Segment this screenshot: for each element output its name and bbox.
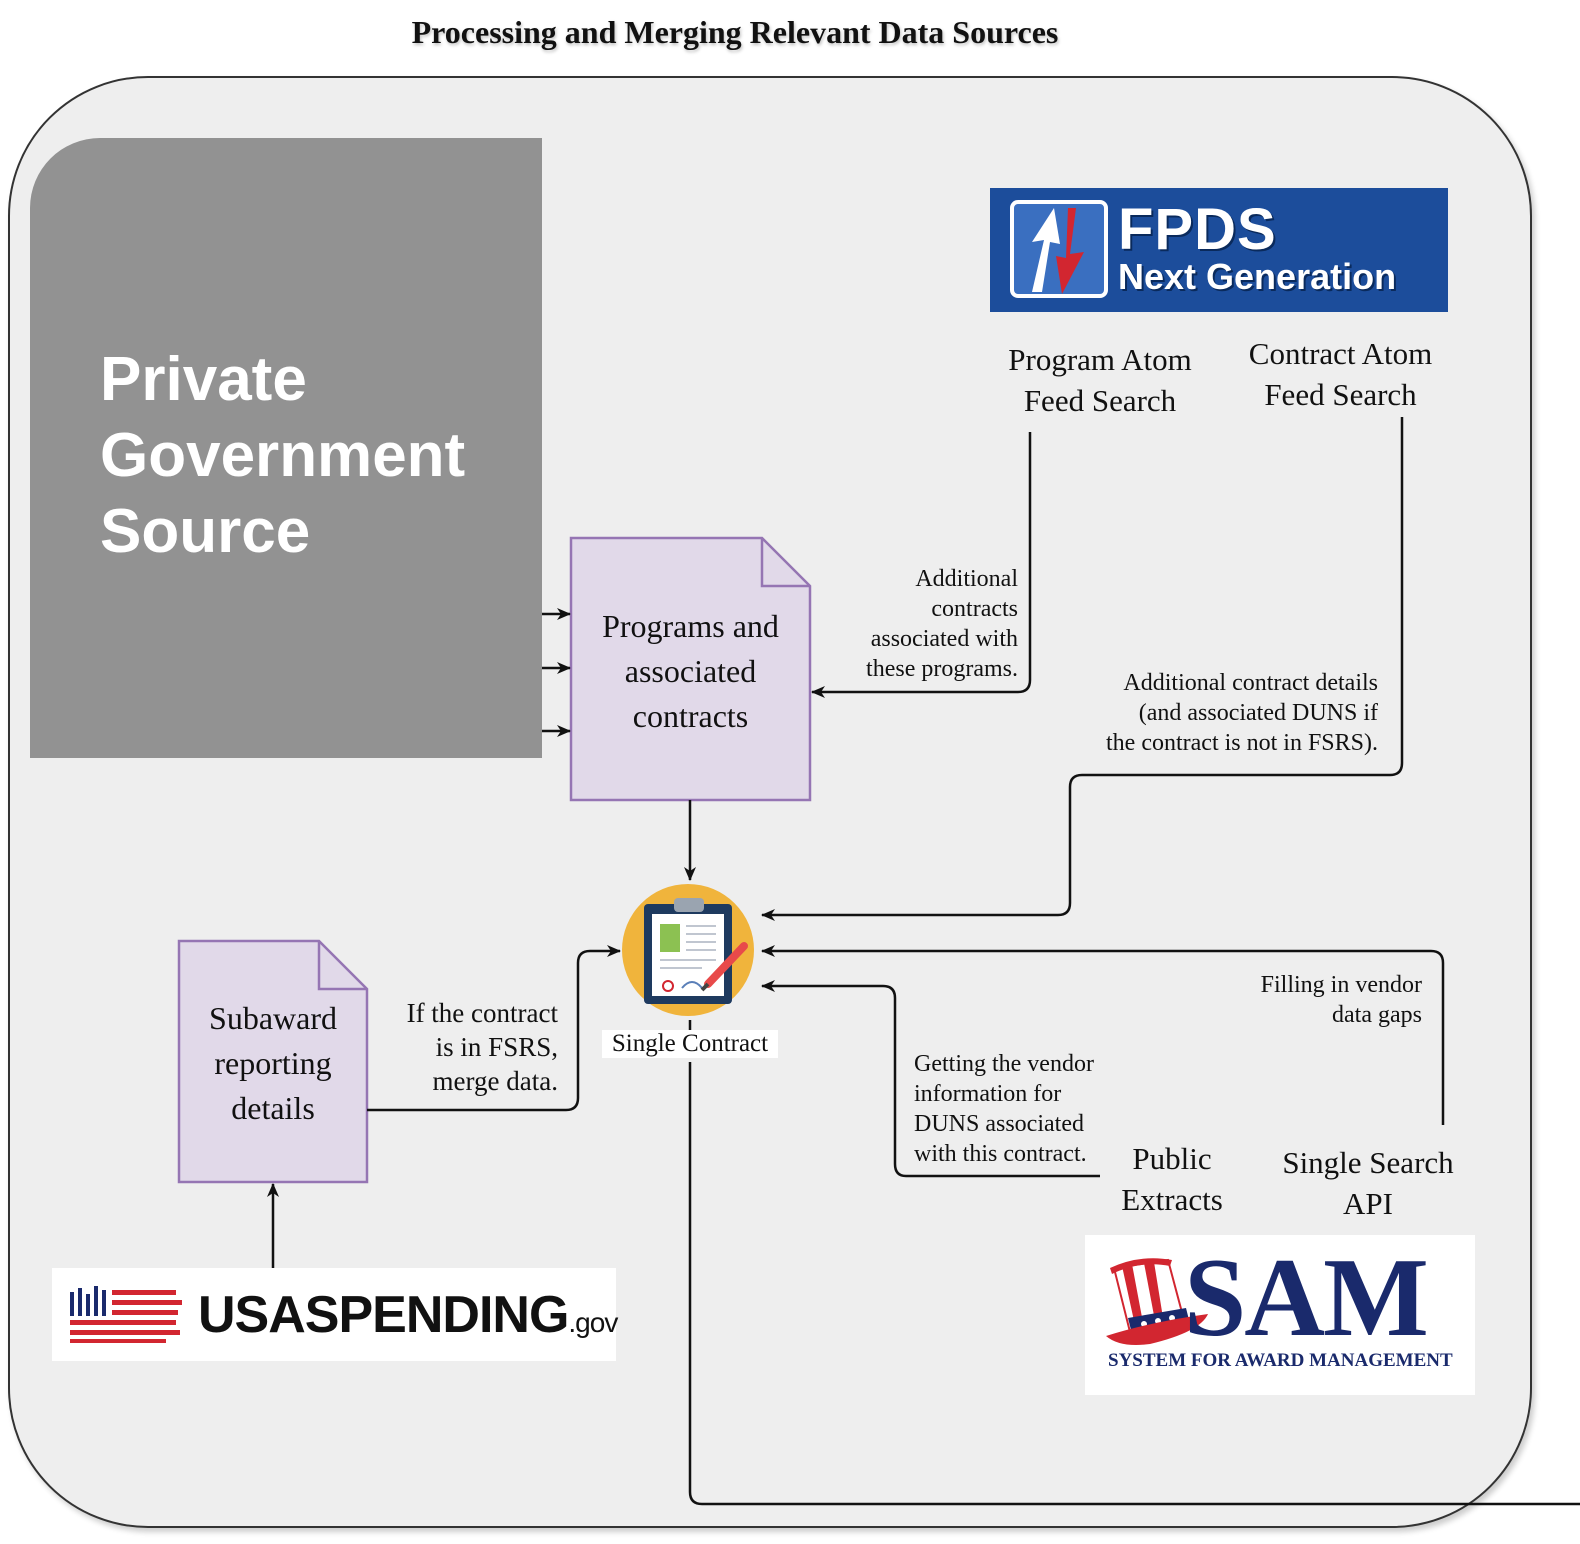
subaward-document-shape — [177, 939, 369, 1184]
single-contract-label: Single Contract — [602, 1030, 778, 1058]
programs-document-shape — [569, 536, 812, 802]
additional-contract-details-label: Additional contract details (and associat… — [1106, 670, 1378, 756]
usaspending-flag-icon — [70, 1286, 182, 1343]
single-contract-clipboard-icon — [622, 884, 754, 1016]
fsrs-merge-label: If the contract is in FSRS, merge data. — [406, 998, 558, 1096]
diagram-title: Processing and Merging Relevant Data Sou… — [411, 14, 1059, 50]
vendor-info-label: Getting the vendor information for DUNS a… — [914, 1051, 1094, 1167]
programs-document-label: Programs and associated contracts — [602, 608, 779, 734]
fpds-arrows-icon — [1010, 200, 1108, 298]
private-government-source-box — [30, 138, 542, 758]
private-government-source-label: Private Government Source — [100, 345, 466, 566]
additional-contracts-label: Additional contracts associated with these… — [866, 566, 1018, 682]
subaward-document-label: Subaward reporting details — [209, 1000, 337, 1126]
usaspending-wordmark: USASPENDING.gov — [198, 1286, 618, 1344]
contract-atom-feed-label: Contract Atom Feed Search — [1248, 336, 1433, 412]
sam-subtitle: SYSTEM FOR AWARD MANAGEMENT — [1108, 1350, 1453, 1371]
uncle-sam-hat-icon — [1106, 1258, 1208, 1345]
program-atom-feed-label: Program Atom Feed Search — [1008, 342, 1192, 418]
sam-wordmark: SAM — [1184, 1236, 1429, 1360]
fpds-logo-title: FPDS — [1118, 197, 1277, 262]
fpds-logo-subtitle: Next Generation — [1118, 256, 1397, 297]
single-search-api-label: Single Search API — [1282, 1145, 1454, 1221]
vendor-gaps-label: Filling in vendor data gaps — [1260, 972, 1422, 1028]
public-extracts-label: Public Extracts — [1121, 1141, 1223, 1217]
